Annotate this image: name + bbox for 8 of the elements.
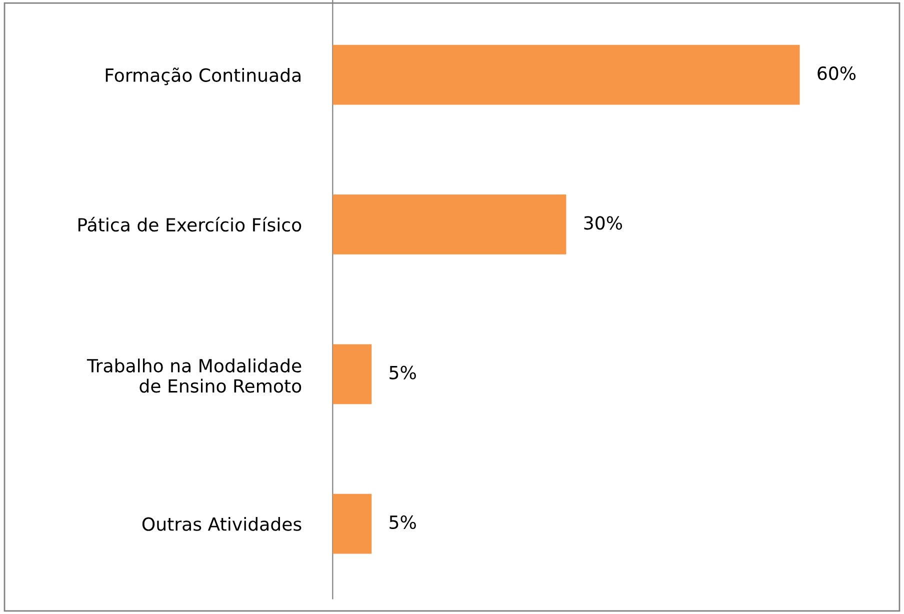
data-label: 60%: [818, 66, 856, 80]
y-tick-label: Formação Continuada: [106, 68, 300, 86]
y-tick-label: Outras Atividades: [142, 516, 302, 531]
y-tick-label: Pática de Exercício Físico: [78, 216, 302, 232]
data-label: 5%: [390, 515, 416, 530]
y-tick-label: Trabalho na Modalidade de Ensino Remoto: [86, 358, 302, 393]
data-label: 30%: [584, 216, 622, 230]
data-label: 5%: [390, 366, 416, 380]
